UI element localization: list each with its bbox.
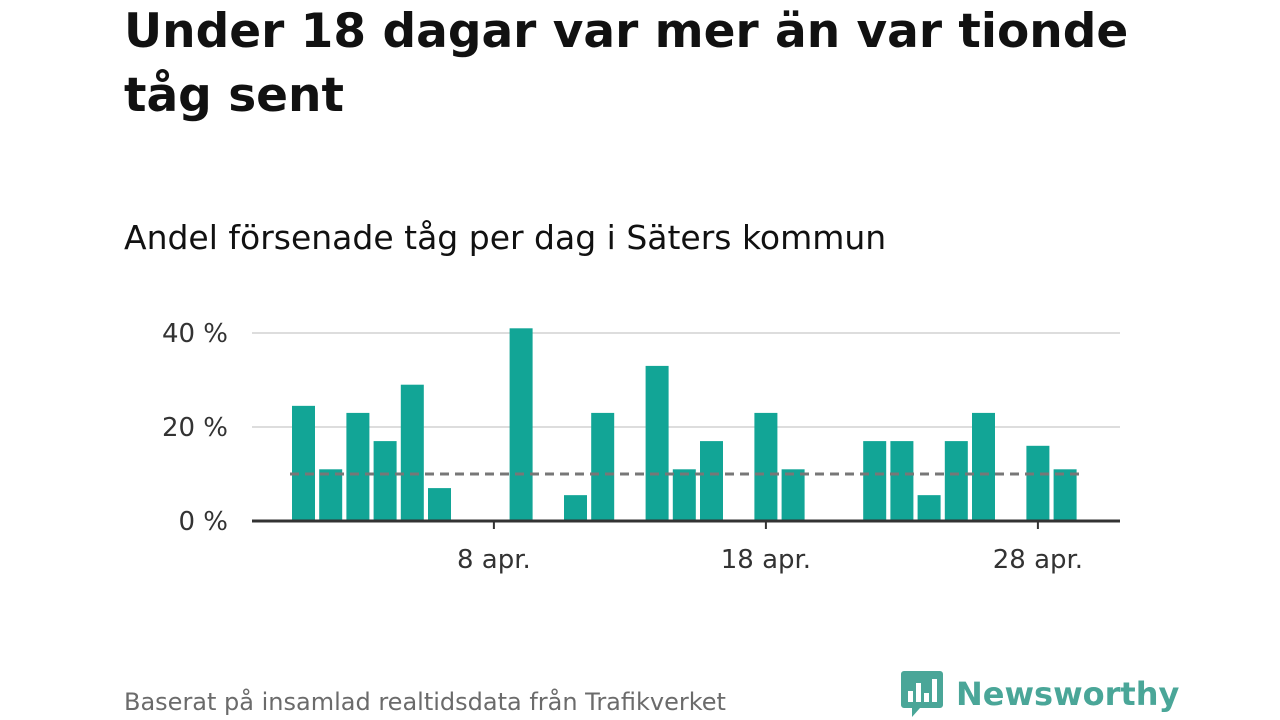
bar-chart: 0 % 20 % 40 % 8 apr. 18 apr. 28 apr. — [162, 319, 1120, 575]
y-tick-label: 40 % — [162, 319, 228, 349]
brand-name: Newsworthy — [956, 675, 1180, 713]
bar — [944, 441, 968, 521]
x-tick-label: 28 apr. — [993, 545, 1083, 575]
bar — [509, 328, 533, 521]
brand: Newsworthy — [900, 668, 1179, 720]
y-tick-label: 20 % — [162, 413, 228, 443]
bar — [972, 412, 995, 521]
bar — [292, 405, 315, 521]
bar — [428, 488, 451, 521]
bar — [564, 495, 587, 521]
source-note: Baserat på insamlad realtidsdata från Tr… — [124, 688, 726, 716]
axes: 0 % 20 % 40 % 8 apr. 18 apr. 28 apr. — [162, 319, 1120, 575]
bar — [591, 412, 615, 521]
bar — [346, 412, 370, 521]
bar — [781, 469, 805, 521]
grid-lines — [252, 332, 1120, 428]
chart-subtitle: Andel försenade tåg per dag i Säters kom… — [124, 218, 887, 257]
bar — [400, 384, 424, 521]
bar — [1053, 469, 1077, 521]
bar — [863, 441, 887, 521]
chart-title: Under 18 dagar var mer än var tionde tåg… — [124, 4, 1129, 123]
bar — [917, 495, 941, 521]
bar — [1026, 445, 1050, 521]
bar — [645, 365, 669, 521]
bar — [754, 412, 778, 521]
bar — [672, 469, 696, 521]
bars — [292, 328, 1077, 521]
x-tick-label: 18 apr. — [721, 545, 811, 575]
newsworthy-bar-chart-speech-bubble-icon — [901, 671, 943, 717]
bar — [373, 441, 397, 521]
y-tick-label: 0 % — [178, 507, 228, 537]
bar — [890, 441, 914, 521]
x-tick-label: 8 apr. — [457, 545, 531, 575]
bar — [700, 441, 723, 521]
bar — [319, 469, 343, 521]
